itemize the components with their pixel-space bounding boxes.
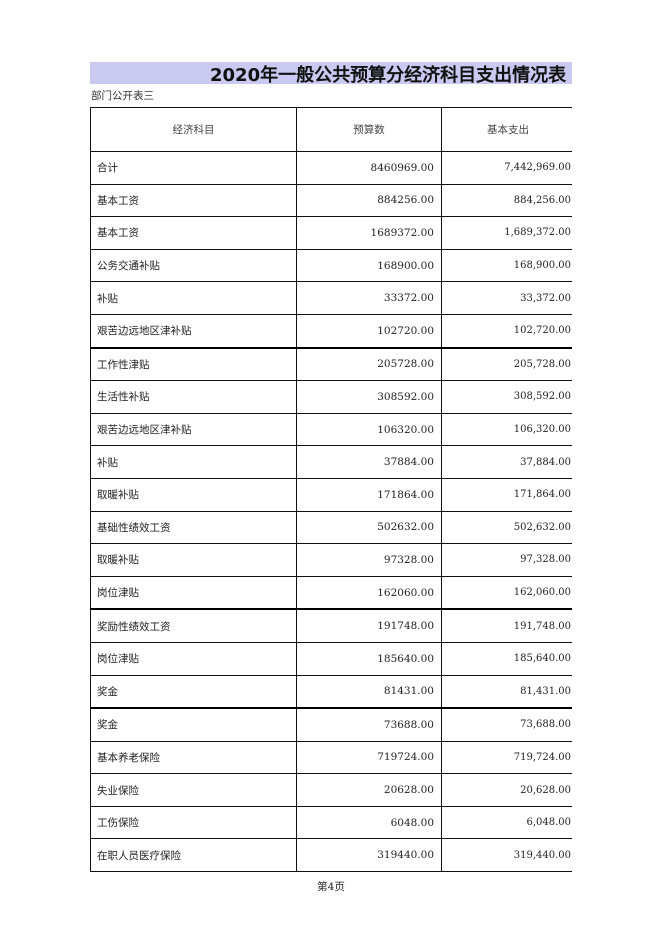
table-row: 奖励性绩效工资 191748.00 191,748.00 [90,608,572,643]
row-basic-expenditure: 171,864.00 [441,477,572,512]
row-basic-expenditure: 73,688.00 [441,707,572,742]
row-budget: 171864.00 [296,477,442,512]
table-row: 补贴 37884.00 37,884.00 [90,445,572,479]
row-item-name: 基本工资 [90,216,297,250]
table-row: 失业保险 20628.00 20,628.00 [90,773,572,807]
row-basic-expenditure: 205,728.00 [441,347,572,382]
table-row: 岗位津贴 162060.00 162,060.00 [90,575,572,611]
row-basic-expenditure: 102,720.00 [441,313,572,349]
title-band: 2020年一般公共预算分经济科目支出情况表 [90,62,572,84]
row-item-name: 基本工资 [90,183,297,218]
row-basic-expenditure: 884,256.00 [441,183,572,218]
row-item-name: 取暖补贴 [90,543,297,577]
row-basic-expenditure: 7,442,969.00 [441,151,572,185]
page-title: 2020年一般公共预算分经济科目支出情况表 [210,65,567,84]
row-budget: 106320.00 [296,412,442,447]
header-economic-item: 经济科目 [90,107,297,152]
row-item-name: 岗位津贴 [90,641,297,676]
row-item-name: 在职人员医疗保险 [90,838,297,873]
row-basic-expenditure: 162,060.00 [441,575,572,611]
table-row: 在职人员医疗保险 319440.00 319,440.00 [90,838,572,873]
row-budget: 502632.00 [296,510,442,545]
row-budget: 185640.00 [296,641,442,676]
row-item-name: 工伤保险 [90,805,297,840]
row-budget: 205728.00 [296,347,442,382]
row-item-name: 补贴 [90,281,297,315]
row-item-name: 生活性补贴 [90,380,297,414]
row-budget: 319440.00 [296,838,442,873]
row-item-name: 失业保险 [90,773,297,807]
table-subtitle: 部门公开表三 [91,90,154,102]
row-item-name: 取暖补贴 [90,477,297,512]
row-budget: 191748.00 [296,608,442,643]
row-basic-expenditure: 308,592.00 [441,380,572,414]
table-row: 合计 8460969.00 7,442,969.00 [90,151,572,185]
table-row: 工伤保险 6048.00 6,048.00 [90,805,572,840]
row-item-name: 补贴 [90,445,297,479]
table-row: 基本工资 884256.00 884,256.00 [90,183,572,218]
header-basic-expenditure: 基本支出 [441,107,572,152]
row-basic-expenditure: 185,640.00 [441,641,572,676]
row-item-name: 奖励性绩效工资 [90,608,297,643]
row-basic-expenditure: 319,440.00 [441,838,572,873]
table-row: 取暖补贴 171864.00 171,864.00 [90,477,572,512]
row-budget: 168900.00 [296,248,442,283]
table-row: 生活性补贴 308592.00 308,592.00 [90,380,572,414]
row-basic-expenditure: 191,748.00 [441,608,572,643]
table-row: 公务交通补贴 168900.00 168,900.00 [90,248,572,283]
row-item-name: 奖金 [90,707,297,742]
row-budget: 73688.00 [296,707,442,742]
row-item-name: 工作性津贴 [90,347,297,382]
table-row: 艰苦边远地区津补贴 106320.00 106,320.00 [90,412,572,447]
page-number: 第4页 [317,881,345,893]
row-basic-expenditure: 37,884.00 [441,445,572,479]
row-budget: 162060.00 [296,575,442,611]
row-item-name: 奖金 [90,674,297,710]
row-item-name: 合计 [90,151,297,185]
row-budget: 102720.00 [296,313,442,349]
row-basic-expenditure: 1,689,372.00 [441,216,572,250]
row-basic-expenditure: 33,372.00 [441,281,572,315]
table-row: 基础性绩效工资 502632.00 502,632.00 [90,510,572,545]
table-row: 奖金 81431.00 81,431.00 [90,674,572,710]
row-basic-expenditure: 719,724.00 [441,740,572,775]
table-row: 艰苦边远地区津补贴 102720.00 102,720.00 [90,313,572,349]
row-item-name: 艰苦边远地区津补贴 [90,412,297,447]
table-row: 奖金 73688.00 73,688.00 [90,707,572,742]
table-row: 岗位津贴 185640.00 185,640.00 [90,641,572,676]
row-item-name: 艰苦边远地区津补贴 [90,313,297,349]
row-basic-expenditure: 97,328.00 [441,543,572,577]
table-row: 基本工资 1689372.00 1,689,372.00 [90,216,572,250]
table-row: 补贴 33372.00 33,372.00 [90,281,572,315]
row-basic-expenditure: 168,900.00 [441,248,572,283]
row-budget: 6048.00 [296,805,442,840]
row-item-name: 基本养老保险 [90,740,297,775]
table-row: 工作性津贴 205728.00 205,728.00 [90,347,572,382]
row-budget: 884256.00 [296,183,442,218]
table-row: 取暖补贴 97328.00 97,328.00 [90,543,572,577]
row-budget: 719724.00 [296,740,442,775]
row-budget: 81431.00 [296,674,442,710]
row-item-name: 岗位津贴 [90,575,297,611]
row-budget: 20628.00 [296,773,442,807]
row-basic-expenditure: 106,320.00 [441,412,572,447]
row-item-name: 公务交通补贴 [90,248,297,283]
row-item-name: 基础性绩效工资 [90,510,297,545]
header-budget: 预算数 [296,107,442,152]
table-row: 基本养老保险 719724.00 719,724.00 [90,740,572,775]
row-basic-expenditure: 6,048.00 [441,805,572,840]
row-budget: 308592.00 [296,380,442,414]
row-budget: 37884.00 [296,445,442,479]
row-basic-expenditure: 20,628.00 [441,773,572,807]
row-basic-expenditure: 81,431.00 [441,674,572,710]
expenditure-table: 经济科目 预算数 基本支出 合计 8460969.00 7,442,969.00 基本… [90,107,572,873]
row-budget: 8460969.00 [296,151,442,185]
row-budget: 33372.00 [296,281,442,315]
row-basic-expenditure: 502,632.00 [441,510,572,545]
table-header-row: 经济科目 预算数 基本支出 [90,107,572,152]
row-budget: 1689372.00 [296,216,442,250]
row-budget: 97328.00 [296,543,442,577]
